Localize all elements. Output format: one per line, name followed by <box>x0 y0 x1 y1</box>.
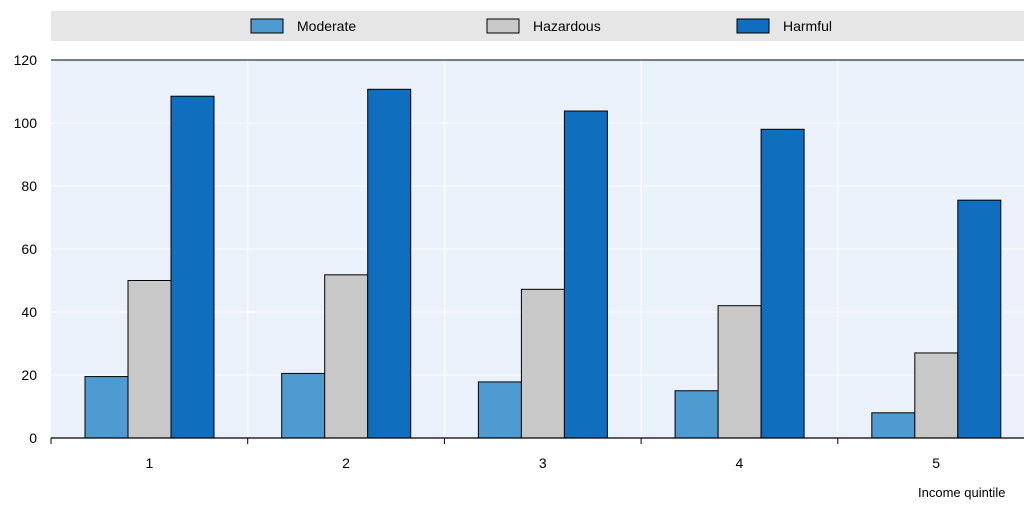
bar-hazardous-1 <box>127 280 172 439</box>
y-tick-label: 120 <box>14 52 38 68</box>
x-tick-label: 1 <box>145 455 153 471</box>
bar-harmful-5 <box>957 199 1002 439</box>
y-tick-label: 80 <box>21 178 37 194</box>
legend-background <box>51 11 1024 41</box>
bar-moderate-5 <box>871 412 916 439</box>
legend-label-moderate: Moderate <box>297 18 356 34</box>
x-tick-label: 3 <box>539 455 547 471</box>
legend-swatch-hazardous <box>486 18 520 34</box>
legend-swatch-moderate <box>250 18 284 34</box>
legend-label-hazardous: Hazardous <box>533 18 601 34</box>
bar-moderate-4 <box>674 390 719 439</box>
bar-hazardous-2 <box>324 274 369 439</box>
y-tick-label: 100 <box>14 115 38 131</box>
bar-harmful-2 <box>367 88 412 439</box>
x-axis-ticks: 1 2 3 4 5 <box>50 438 940 471</box>
legend-swatch-harmful <box>736 18 770 34</box>
legend: Moderate Hazardous Harmful <box>250 18 832 34</box>
bar-moderate-1 <box>84 376 129 439</box>
x-tick-label: 4 <box>736 455 744 471</box>
bar-harmful-4 <box>760 128 805 439</box>
legend-label-harmful: Harmful <box>783 18 832 34</box>
bar-moderate-2 <box>281 372 326 439</box>
x-tick-label: 5 <box>932 455 940 471</box>
x-tick-label: 2 <box>342 455 350 471</box>
bar-harmful-3 <box>563 110 608 439</box>
y-tick-label: 60 <box>21 241 37 257</box>
bars <box>84 88 1002 439</box>
y-axis-ticks: 0 20 40 60 80 100 120 <box>14 52 38 446</box>
bar-hazardous-4 <box>717 305 762 439</box>
y-tick-label: 40 <box>21 304 37 320</box>
bar-harmful-1 <box>170 95 215 439</box>
x-axis-label: Income quintile <box>918 485 1005 500</box>
bar-hazardous-5 <box>914 352 959 439</box>
bar-moderate-3 <box>477 381 522 439</box>
bar-hazardous-3 <box>520 288 565 439</box>
y-tick-label: 0 <box>29 430 37 446</box>
y-tick-label: 20 <box>21 367 37 383</box>
